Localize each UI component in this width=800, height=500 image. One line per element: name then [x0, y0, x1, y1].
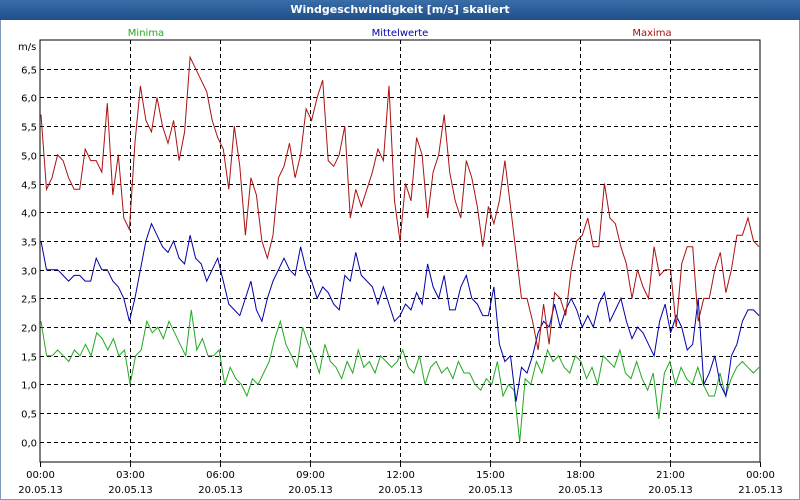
x-tick-time: 03:00 [116, 470, 145, 481]
y-tick-label: 4,0 [21, 209, 37, 220]
y-tick-label: 6,5 [21, 66, 37, 77]
x-tick-time: 15:00 [476, 470, 505, 481]
y-tick-label: 5,5 [21, 123, 37, 134]
label-layer: m/s Minima Mittelwerte Maxima 0,0 0,5 1,0 1… [18, 28, 783, 496]
series-line-minima [40, 309, 760, 442]
x-tick-date: 20.05.13 [18, 485, 63, 496]
y-tick-label: 2,5 [21, 295, 37, 306]
y-tick-label: 1,0 [21, 381, 37, 392]
y-tick-label: 3,5 [21, 238, 37, 249]
x-tick-time: 00:00 [746, 470, 775, 481]
grid-layer [39, 39, 761, 467]
x-tick-date: 20.05.13 [468, 485, 513, 496]
x-tick-time: 18:00 [566, 470, 595, 481]
x-tick-time: 09:00 [296, 470, 325, 481]
legend-mittelwerte: Mittelwerte [372, 28, 429, 39]
y-tick-label: 1,5 [21, 353, 37, 364]
x-tick-date: 20.05.13 [648, 485, 693, 496]
series-line-mittel [40, 222, 760, 402]
legend-minima: Minima [128, 28, 164, 39]
y-tick-label: 4,5 [21, 181, 37, 192]
x-tick-date: 20.05.13 [288, 485, 333, 496]
series-layer [40, 55, 760, 442]
window-title: Windgeschwindigkeit [m/s] skaliert [0, 0, 800, 20]
series-line-maxima [40, 55, 760, 351]
x-tick-time: 12:00 [386, 470, 415, 481]
legend-maxima: Maxima [632, 28, 671, 39]
x-tick-date: 20.05.13 [198, 485, 243, 496]
x-tick-time: 21:00 [656, 470, 685, 481]
x-tick-date: 20.05.13 [378, 485, 423, 496]
x-tick-time: 00:00 [26, 470, 55, 481]
y-tick-label: 2,0 [21, 324, 37, 335]
y-axis-label: m/s [18, 42, 36, 53]
y-tick-label: 3,0 [21, 267, 37, 278]
x-tick-date: 21.05.13 [738, 485, 783, 496]
y-tick-label: 5,0 [21, 152, 37, 163]
x-tick-date: 20.05.13 [108, 485, 153, 496]
y-tick-label: 0,0 [21, 439, 37, 450]
x-tick-time: 06:00 [206, 470, 235, 481]
x-tick-date: 20.05.13 [558, 485, 603, 496]
y-tick-label: 0,5 [21, 410, 37, 421]
y-tick-label: 6,0 [21, 94, 37, 105]
